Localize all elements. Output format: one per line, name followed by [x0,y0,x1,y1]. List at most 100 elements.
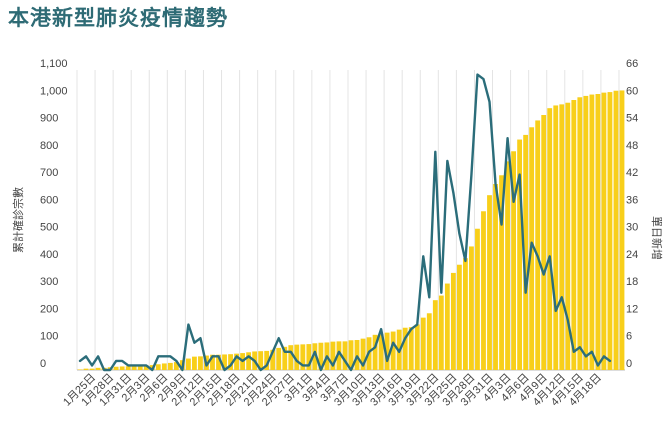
line-point [254,360,256,362]
line-point [217,355,220,357]
bar [583,95,589,370]
line-point [109,369,111,371]
line-point [314,351,316,353]
bar [125,366,131,370]
bar [390,331,396,370]
line-point [79,360,81,362]
line-point [284,351,286,353]
bar [360,338,366,370]
line-point [416,323,418,326]
right-tick-label: 48 [626,140,638,152]
line-point [374,346,376,348]
line-point [103,369,105,371]
line-point [157,355,159,357]
left-tick-label: 600 [40,194,58,206]
line-point [476,73,479,76]
line-point [211,355,214,357]
line-point [567,319,569,321]
right-axis-label: 單日新增 [650,216,664,260]
line-point [410,328,412,330]
bar [137,365,143,370]
line-point [525,292,527,294]
bar [613,90,619,370]
bar [402,327,408,370]
line-point [242,360,244,362]
line-point [163,355,165,357]
line-point [272,351,274,353]
left-tick-label: 100 [40,331,58,343]
line-point [235,355,238,357]
bar [83,368,89,370]
line-point [175,360,177,362]
line-point [248,355,250,357]
line-point [229,364,232,367]
bar [517,139,523,370]
right-tick-label: 12 [626,303,638,315]
bar [288,345,294,370]
line-point [308,364,310,367]
bar [499,175,504,370]
bar [444,283,450,370]
line-point [97,355,99,357]
line-point [392,342,394,344]
line-point [85,355,87,357]
line-point [302,364,304,367]
right-tick-label: 66 [626,58,638,70]
daily-new-line [78,73,612,372]
chart-title: 本港新型肺炎疫情趨勢 [8,6,228,30]
bar [89,368,95,370]
right-y-axis: 0 6 12 18 24 30 36 42 48 54 60 66 [626,58,638,370]
line-point [464,260,467,262]
line-point [488,101,491,103]
bar [559,104,565,371]
bar [294,344,300,370]
line-point [434,151,436,153]
right-tick-label: 36 [626,194,638,206]
bar [565,102,571,370]
bar [264,350,270,370]
bar [463,258,468,370]
bar [222,354,227,370]
bar [511,151,516,370]
bar [131,365,137,370]
bar [414,324,420,370]
line-point [452,192,454,194]
bar [186,358,191,370]
line-point [344,360,346,362]
line-point [199,337,202,339]
bar [553,105,559,370]
line-point [561,296,563,298]
bar [119,366,125,370]
bar [469,246,474,370]
bar [607,92,613,370]
line-point [169,355,171,357]
bar [595,94,601,370]
left-tick-label: 700 [40,167,58,179]
right-tick-label: 60 [626,85,638,97]
cumulative-bars [77,90,625,371]
line-point [458,233,460,235]
bar [173,362,179,370]
bar [155,364,161,370]
line-point [585,355,587,357]
bar [167,362,173,370]
right-tick-label: 18 [626,276,638,288]
line-point [266,364,268,367]
line-point [506,137,509,139]
line-point [193,342,196,344]
bar [541,115,547,370]
line-point [133,364,135,367]
bar [450,272,456,370]
bar [336,341,342,370]
line-point [603,355,605,357]
bar [475,228,480,370]
line-point [368,351,370,353]
line-point [470,173,473,176]
bar [77,369,83,370]
line-point [404,337,406,339]
bar [330,341,336,370]
bar [535,120,541,370]
bar [547,108,553,371]
line-point [579,346,581,348]
